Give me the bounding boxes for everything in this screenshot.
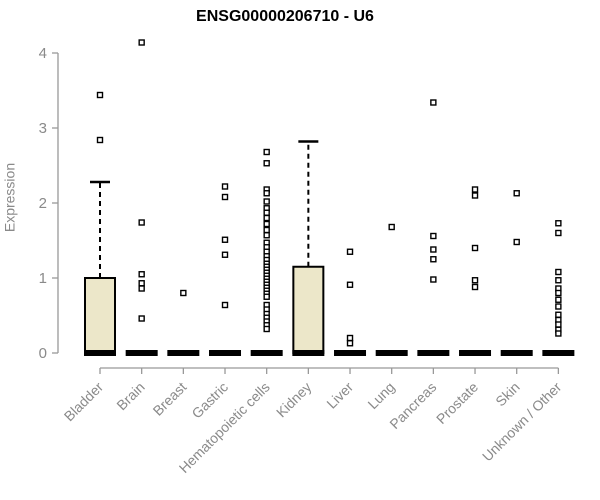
outlier-point [263, 198, 270, 205]
outlier-point [555, 303, 562, 310]
outlier-point [263, 160, 270, 167]
collapsed-box [542, 350, 575, 356]
outlier-point [263, 209, 270, 216]
outlier-point [263, 190, 270, 197]
x-axis-label: Liver [323, 379, 356, 412]
outlier-point [430, 99, 437, 106]
x-axis-label: Prostate [433, 379, 481, 427]
median-line [292, 350, 325, 356]
y-axis-tick-label: 3 [39, 120, 47, 137]
x-axis-label: Bladder [61, 379, 107, 425]
outlier-point [180, 289, 187, 297]
outlier-point [555, 277, 562, 284]
outlier-point [555, 321, 562, 328]
outlier-point [263, 325, 270, 333]
outlier-point [221, 301, 229, 309]
outlier-point [96, 136, 104, 144]
outlier-point [138, 219, 145, 226]
outlier-point [555, 330, 562, 337]
outlier-point [346, 334, 354, 342]
x-axis-label: Unknown / Other [479, 379, 565, 465]
x-axis-label: Kidney [273, 379, 315, 421]
outlier-point [263, 232, 270, 239]
outlier-point [138, 39, 145, 46]
outlier-point [138, 285, 145, 292]
outlier-point [430, 276, 437, 283]
collapsed-box [250, 350, 283, 356]
box [292, 265, 325, 354]
outlier-point [471, 283, 479, 291]
outlier-point [430, 256, 437, 263]
chart-title: ENSG00000206710 - U6 [196, 8, 374, 25]
outlier-point [263, 226, 270, 234]
outlier-point [555, 229, 562, 237]
x-axis-label: Brain [113, 379, 147, 413]
collapsed-box [459, 350, 492, 356]
outlier-point [96, 91, 104, 99]
median-line [84, 350, 116, 356]
y-axis-tick-label: 4 [39, 45, 47, 62]
outlier-point [555, 220, 562, 227]
collapsed-box [500, 350, 533, 356]
outlier-point [346, 281, 354, 288]
outlier-point [263, 220, 270, 228]
collapsed-box [375, 350, 408, 356]
outlier-point [138, 271, 145, 278]
outlier-point [555, 268, 562, 276]
outlier-point [221, 236, 229, 243]
collapsed-box [167, 350, 200, 356]
collapsed-box [417, 350, 450, 356]
collapsed-box [334, 350, 367, 356]
outlier-point [471, 192, 479, 199]
y-axis-tick-label: 0 [39, 345, 47, 362]
outlier-point [430, 232, 437, 240]
outlier-point [221, 251, 229, 258]
x-axis-label: Skin [492, 379, 523, 410]
collapsed-box [125, 350, 158, 356]
outlier-point [263, 148, 270, 156]
y-axis-tick-label: 2 [39, 195, 47, 212]
outlier-point [513, 238, 520, 246]
x-axis-label: Lung [364, 379, 397, 412]
box [84, 277, 116, 354]
outlier-point [346, 340, 354, 347]
outlier-point [555, 311, 562, 318]
outlier-point [555, 296, 562, 303]
outlier-point [138, 280, 145, 287]
outlier-point [471, 244, 479, 252]
outlier-point [471, 186, 479, 193]
collapsed-box [209, 350, 242, 356]
outlier-point [138, 315, 145, 322]
outlier-point [430, 246, 437, 253]
outlier-point [555, 289, 562, 297]
y-axis-tick-label: 1 [39, 270, 47, 287]
outlier-point [221, 193, 229, 201]
outlier-point [346, 248, 354, 255]
x-axis-label: Breast [150, 379, 190, 419]
outlier-point [513, 190, 520, 197]
outlier-point [388, 223, 395, 231]
outlier-point [471, 277, 479, 284]
outlier-point [263, 214, 270, 222]
outlier-point [221, 183, 229, 190]
outlier-point [263, 293, 270, 300]
